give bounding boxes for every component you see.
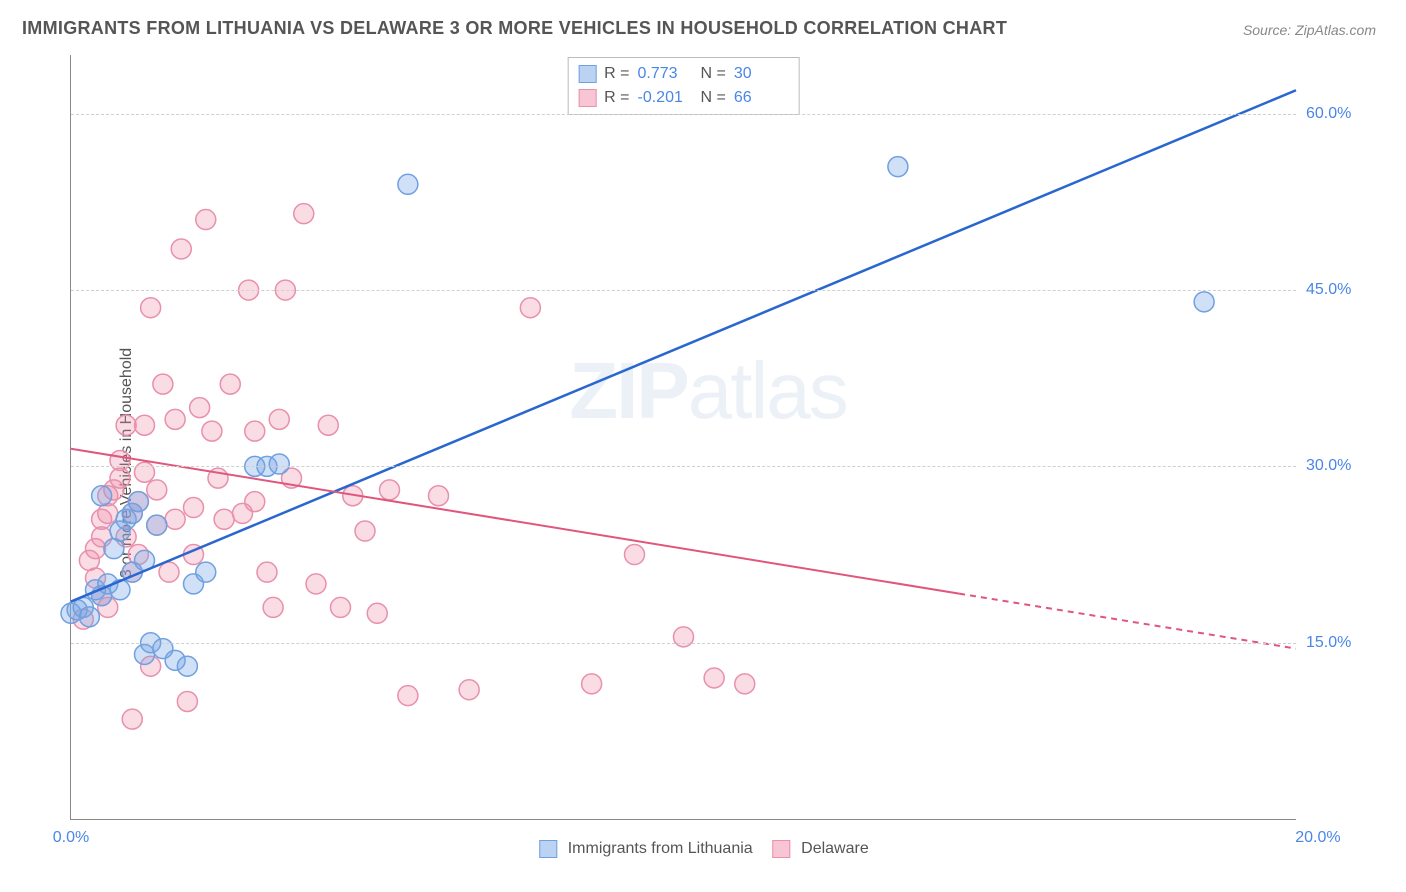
- scatter-point: [184, 498, 204, 518]
- scatter-point: [459, 680, 479, 700]
- scatter-point: [92, 486, 112, 506]
- y-tick-label: 45.0%: [1306, 281, 1366, 299]
- swatch-icon: [773, 840, 791, 858]
- scatter-point: [135, 462, 155, 482]
- scatter-point: [306, 574, 326, 594]
- scatter-point: [398, 174, 418, 194]
- scatter-point: [79, 607, 99, 627]
- scatter-point: [177, 691, 197, 711]
- scatter-point: [1194, 292, 1214, 312]
- scatter-point: [704, 668, 724, 688]
- scatter-point: [177, 656, 197, 676]
- scatter-point: [171, 239, 191, 259]
- x-tick-label: 0.0%: [53, 829, 89, 847]
- scatter-point: [110, 451, 130, 471]
- y-tick-label: 30.0%: [1306, 457, 1366, 475]
- y-tick-label: 60.0%: [1306, 105, 1366, 123]
- scatter-point: [220, 374, 240, 394]
- legend-item: Delaware: [773, 840, 869, 858]
- scatter-point: [147, 515, 167, 535]
- scatter-point: [202, 421, 222, 441]
- scatter-point: [294, 204, 314, 224]
- scatter-point: [135, 415, 155, 435]
- chart-title: IMMIGRANTS FROM LITHUANIA VS DELAWARE 3 …: [22, 18, 1007, 39]
- legend-item: Immigrants from Lithuania: [539, 840, 752, 858]
- scatter-point: [625, 545, 645, 565]
- scatter-point: [159, 562, 179, 582]
- scatter-point: [331, 597, 351, 617]
- scatter-point: [355, 521, 375, 541]
- swatch-icon: [539, 840, 557, 858]
- scatter-point: [128, 492, 148, 512]
- scatter-point: [214, 509, 234, 529]
- scatter-point: [380, 480, 400, 500]
- scatter-point: [190, 398, 210, 418]
- scatter-point: [520, 298, 540, 318]
- scatter-point: [116, 415, 136, 435]
- scatter-point: [141, 298, 161, 318]
- scatter-point: [888, 157, 908, 177]
- scatter-point: [165, 509, 185, 529]
- plot-svg: [71, 55, 1296, 819]
- scatter-point: [269, 409, 289, 429]
- scatter-point: [153, 374, 173, 394]
- legend-label: Immigrants from Lithuania: [568, 840, 753, 857]
- chart-container: 3 or more Vehicles in Household R = 0.77…: [22, 55, 1386, 870]
- trend-line-dashed: [959, 594, 1296, 649]
- y-tick-label: 15.0%: [1306, 634, 1366, 652]
- scatter-point: [263, 597, 283, 617]
- scatter-point: [269, 454, 289, 474]
- grid-line: [71, 290, 1296, 291]
- legend-label: Delaware: [801, 840, 869, 857]
- scatter-point: [122, 709, 142, 729]
- scatter-point: [147, 480, 167, 500]
- scatter-point: [318, 415, 338, 435]
- scatter-point: [674, 627, 694, 647]
- scatter-point: [196, 562, 216, 582]
- scatter-point: [735, 674, 755, 694]
- scatter-point: [257, 562, 277, 582]
- legend: Immigrants from Lithuania Delaware: [539, 840, 868, 858]
- scatter-point: [196, 210, 216, 230]
- grid-line: [71, 114, 1296, 115]
- plot-area: R = 0.773 N = 30 R = -0.201 N = 66 ZIPat…: [70, 55, 1296, 820]
- scatter-point: [582, 674, 602, 694]
- scatter-point: [398, 686, 418, 706]
- scatter-point: [429, 486, 449, 506]
- grid-line: [71, 466, 1296, 467]
- scatter-point: [245, 492, 265, 512]
- trend-line: [71, 90, 1296, 601]
- grid-line: [71, 643, 1296, 644]
- scatter-point: [367, 603, 387, 623]
- scatter-point: [245, 421, 265, 441]
- source-label: Source: ZipAtlas.com: [1243, 22, 1376, 38]
- scatter-point: [165, 409, 185, 429]
- x-tick-label: 20.0%: [1295, 829, 1340, 847]
